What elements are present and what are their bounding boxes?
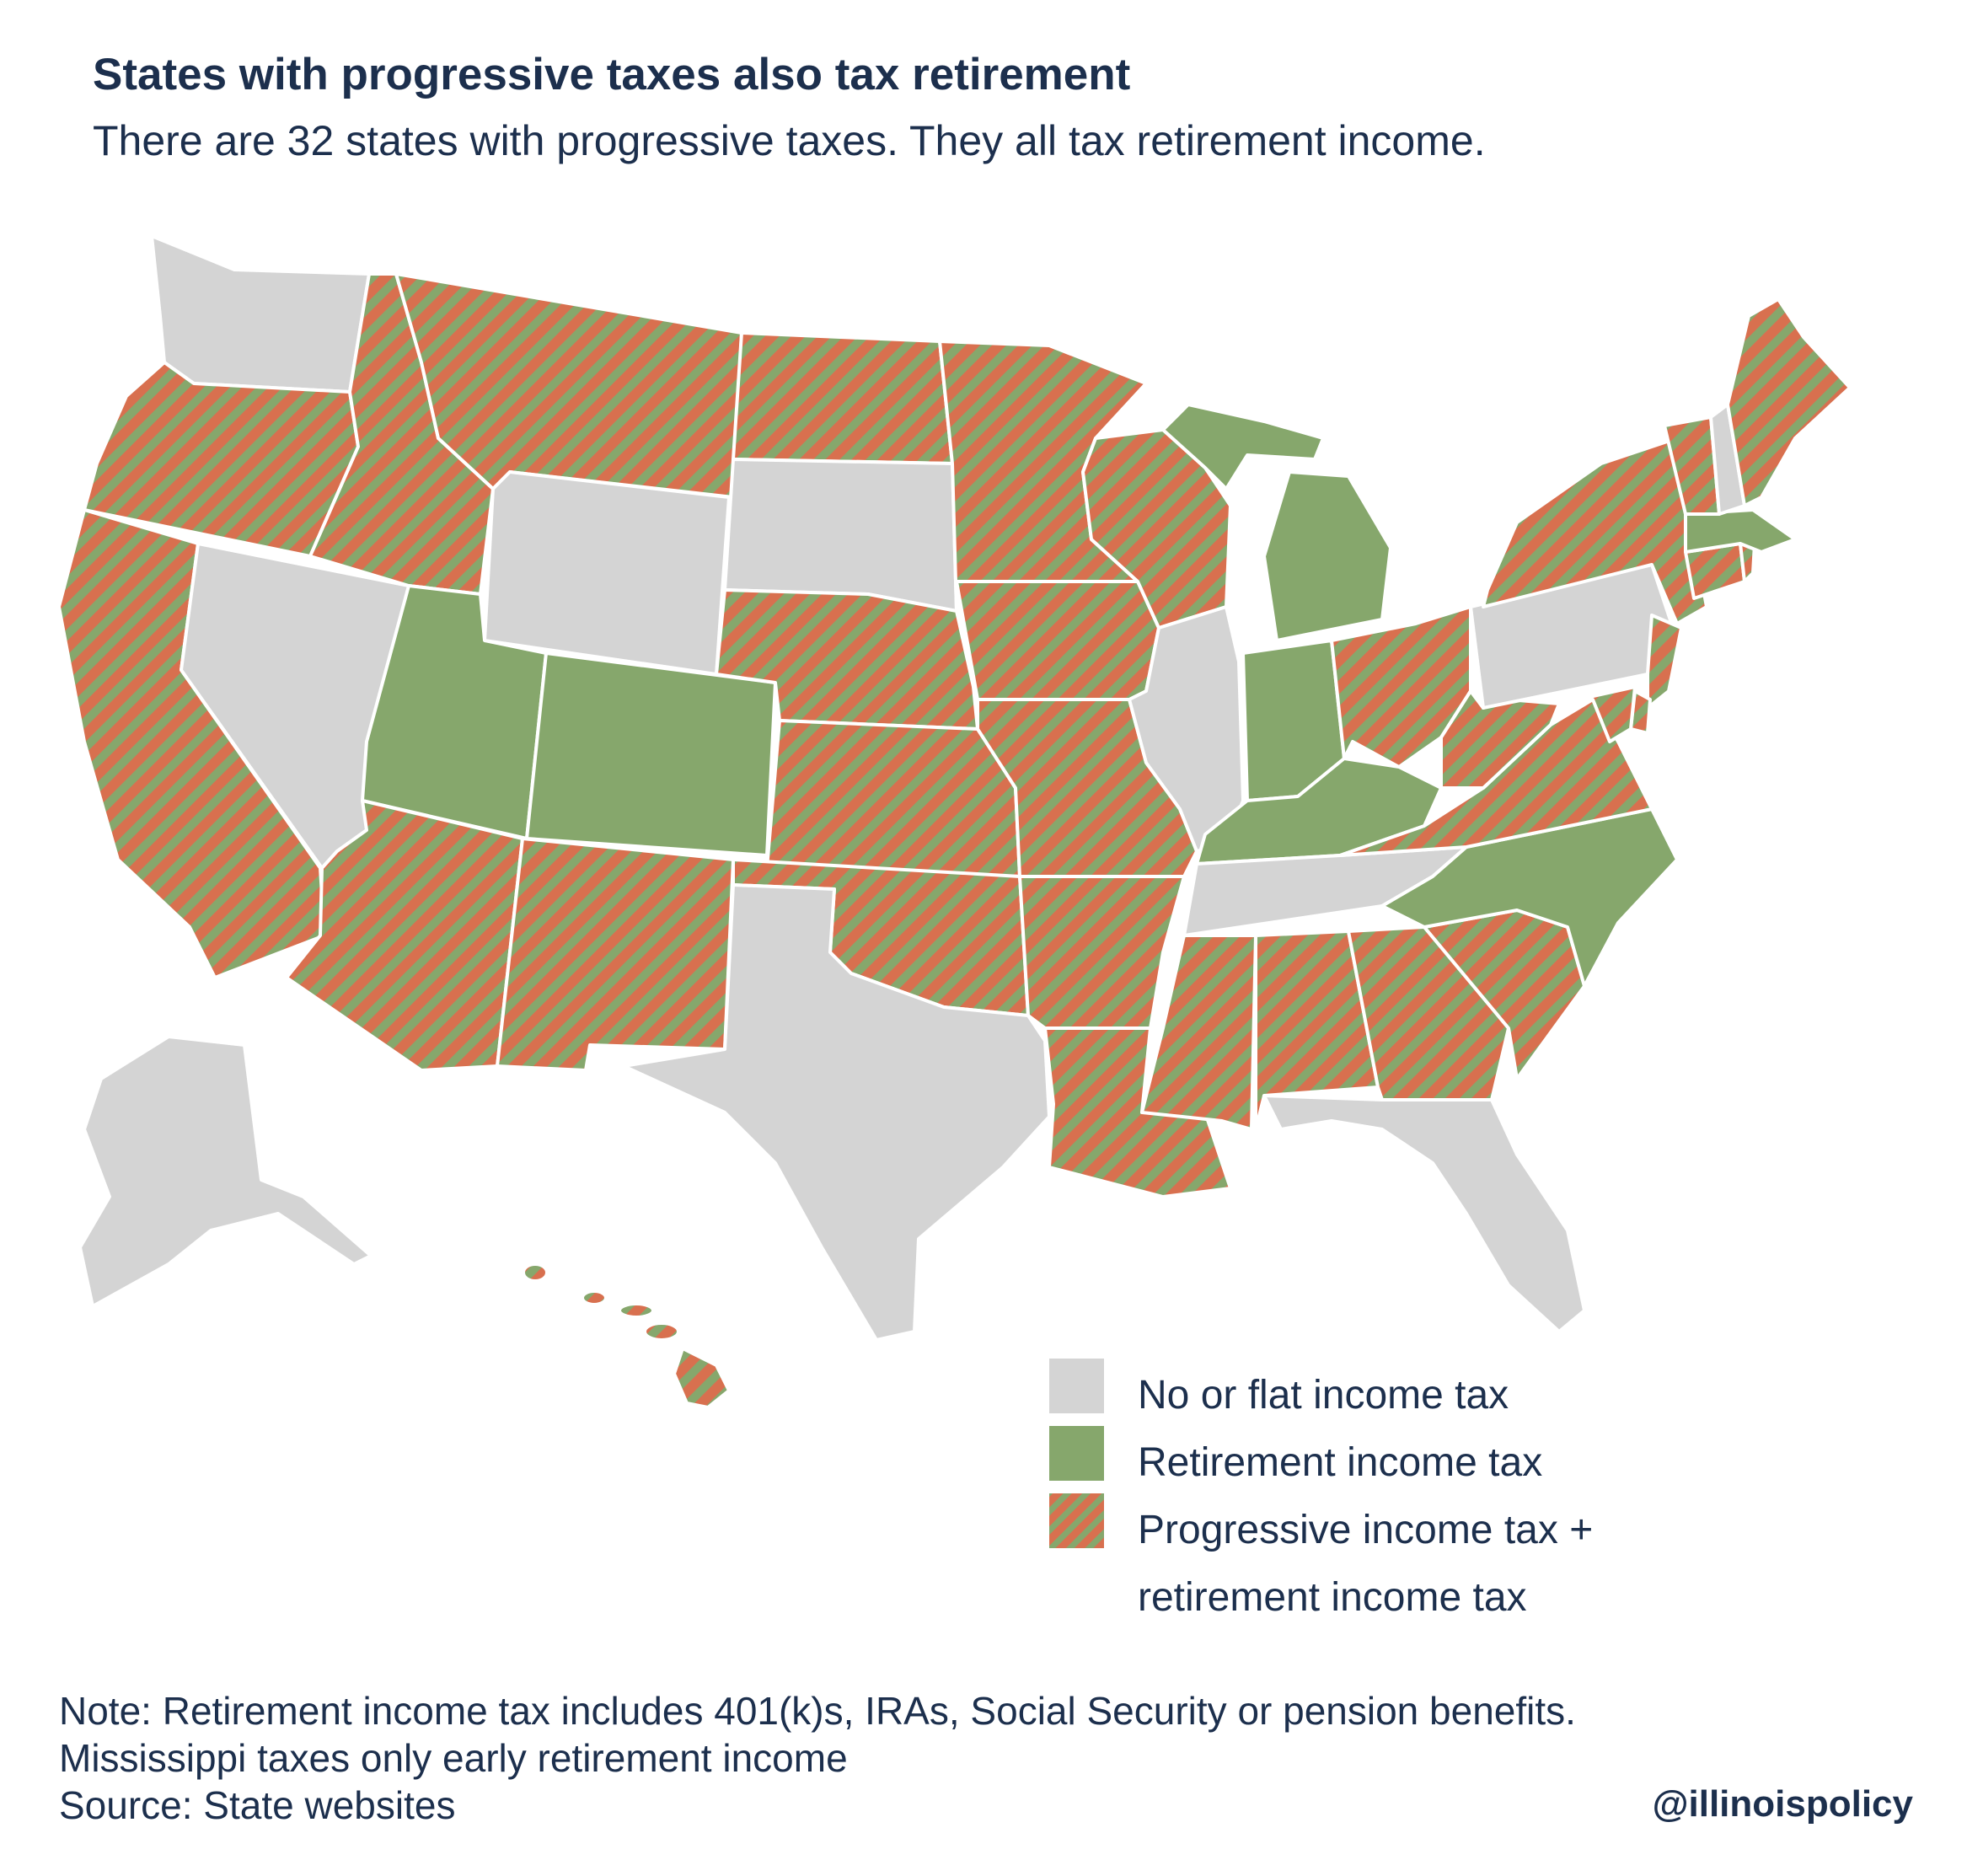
- social-handle: @illinoispolicy: [1652, 1783, 1913, 1825]
- state-TX: [622, 883, 1051, 1342]
- footnotes: Note: Retirement income tax includes 401…: [59, 1687, 1576, 1829]
- state-IA: [955, 580, 1160, 701]
- state-MD: [1557, 685, 1637, 743]
- source-line: Source: State websites: [59, 1783, 456, 1827]
- legend-label: No or flat income tax: [1138, 1373, 1509, 1418]
- legend-label-continued: retirement income tax: [1138, 1575, 1527, 1620]
- state-NM: [496, 837, 735, 1072]
- state-AK: [78, 1035, 372, 1308]
- legend-swatch-gray: [1049, 1359, 1104, 1413]
- state-MI: [1262, 470, 1392, 642]
- chart-subtitle: There are 32 states with progressive tax…: [93, 117, 1486, 164]
- state-WA: [150, 234, 371, 394]
- note-line-2: Mississippi taxes only early retirement …: [59, 1736, 848, 1780]
- note-line-1: Note: Retirement income tax includes 401…: [59, 1689, 1576, 1733]
- state-ND: [732, 331, 954, 465]
- state-MIUP: [1161, 403, 1325, 490]
- legend-label: Retirement income tax: [1138, 1440, 1543, 1485]
- state-LA: [1043, 1026, 1232, 1198]
- state-ME: [1726, 297, 1852, 507]
- legend-swatch-green: [1049, 1426, 1104, 1481]
- state-SD: [723, 458, 958, 613]
- state-NJ: [1646, 614, 1683, 710]
- state-FL: [1262, 1094, 1586, 1333]
- state-KY: [1195, 757, 1443, 866]
- chart-title: States with progressive taxes also tax r…: [93, 50, 1131, 99]
- state-KS: [765, 719, 1021, 878]
- state-NC: [1380, 807, 1679, 988]
- legend-swatch-striped: [1049, 1493, 1104, 1548]
- state-IL: [1128, 605, 1245, 853]
- state-AR: [1018, 875, 1186, 1030]
- state-WY: [483, 470, 731, 676]
- state-HI: [522, 1262, 731, 1409]
- state-AL: [1254, 930, 1380, 1131]
- legend-label: Progressive income tax +: [1138, 1508, 1594, 1552]
- state-CO: [525, 651, 777, 857]
- state-MA: [1684, 508, 1797, 554]
